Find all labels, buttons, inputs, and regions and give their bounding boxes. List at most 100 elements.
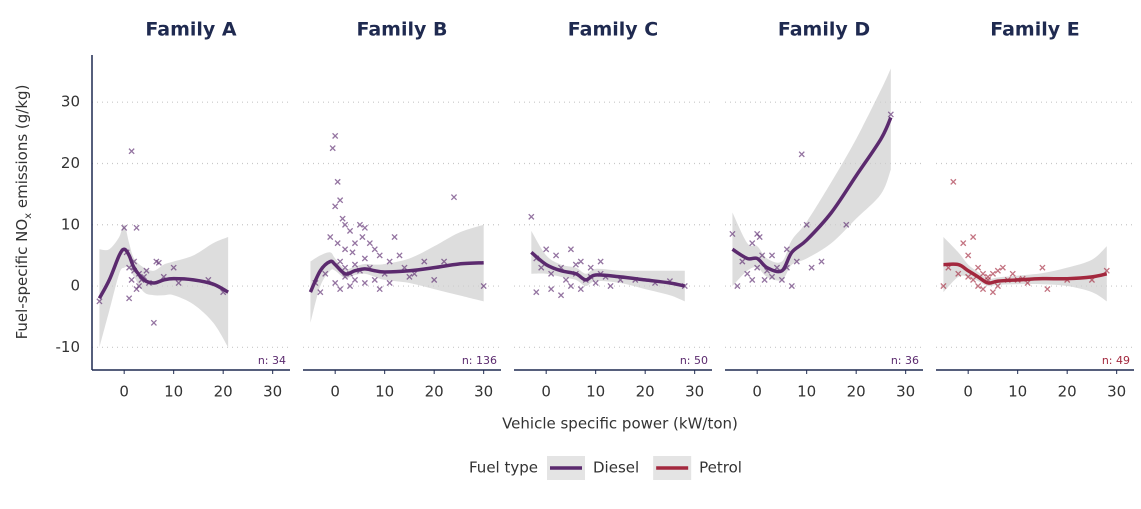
point [729, 230, 736, 238]
panel-title: Family B [357, 19, 448, 41]
point [553, 252, 560, 259]
point [999, 264, 1006, 271]
point [739, 258, 746, 265]
point [121, 224, 128, 231]
point [754, 264, 761, 271]
point [572, 261, 579, 268]
point [979, 270, 987, 277]
n-label: n: 36 [891, 354, 919, 367]
point [351, 261, 359, 268]
panel-title: Family C [568, 19, 658, 41]
point [749, 240, 756, 247]
point [376, 286, 383, 293]
x-axis-label: Vehicle specific power (kW/ton) [502, 415, 738, 433]
x-tick-label: 30 [474, 383, 493, 401]
point [337, 286, 344, 293]
x-tick-label: 0 [330, 383, 340, 401]
point [577, 286, 584, 293]
y-label-part: emissions (g/kg) [13, 85, 31, 213]
point [597, 258, 604, 265]
point [994, 267, 1001, 274]
point [989, 270, 996, 277]
panel-title: Family E [990, 19, 1080, 41]
smooth-line [97, 247, 229, 300]
confidence-band [943, 237, 1107, 302]
point [175, 279, 182, 287]
x-tick-label: 30 [1107, 383, 1126, 401]
x-tick-label: 0 [119, 383, 129, 401]
point [349, 249, 356, 256]
point [376, 252, 383, 259]
point [783, 246, 790, 253]
point [170, 264, 177, 271]
point [970, 276, 977, 283]
point [567, 282, 574, 290]
point [396, 252, 403, 259]
point [317, 289, 324, 296]
point [1009, 270, 1016, 277]
point [391, 233, 398, 241]
point [818, 258, 825, 265]
point [359, 233, 366, 241]
y-label-sub: x [23, 213, 34, 219]
point [143, 267, 150, 274]
point [798, 151, 805, 158]
point [342, 221, 349, 228]
point [406, 273, 413, 280]
point [793, 258, 800, 265]
point [133, 286, 140, 293]
n-label: n: 34 [258, 354, 286, 367]
x-tick-label: 20 [425, 383, 444, 401]
point [960, 240, 967, 247]
point [543, 246, 550, 253]
x-tick-label: 10 [586, 383, 605, 401]
point [965, 252, 972, 259]
confidence-band [531, 230, 685, 302]
point [421, 258, 428, 265]
point [128, 276, 135, 283]
point [346, 282, 354, 290]
y-tick-label: 0 [70, 277, 80, 295]
point [984, 273, 992, 280]
point [334, 178, 341, 185]
smooth-line [530, 250, 686, 288]
point [329, 145, 336, 152]
point [577, 258, 584, 265]
point [557, 292, 565, 299]
point [887, 111, 894, 118]
point [803, 221, 810, 228]
point [768, 252, 776, 259]
y-tick-label: 20 [61, 154, 80, 172]
point [371, 246, 378, 253]
confidence-band [732, 68, 891, 287]
point [843, 221, 850, 228]
point [327, 233, 334, 241]
point [548, 286, 555, 293]
point [1044, 286, 1051, 293]
point [332, 132, 339, 139]
x-tick-label: 0 [541, 383, 551, 401]
x-tick-label: 10 [375, 383, 394, 401]
point [955, 270, 962, 277]
y-tick-label: 10 [61, 215, 80, 233]
x-tick-label: 30 [263, 383, 282, 401]
smooth-line [308, 259, 484, 293]
x-tick-label: 10 [797, 383, 816, 401]
x-tick-label: 20 [1058, 383, 1077, 401]
point [562, 276, 570, 283]
point [366, 240, 373, 247]
point [778, 276, 785, 283]
point [989, 289, 996, 296]
point [1039, 264, 1046, 271]
point [133, 224, 140, 231]
x-tick-label: 20 [214, 383, 233, 401]
point [351, 276, 359, 283]
point [975, 282, 982, 290]
panel-title: Family D [778, 19, 870, 41]
point [126, 264, 133, 271]
x-tick-label: 0 [752, 383, 762, 401]
point [734, 282, 741, 290]
point [371, 276, 378, 283]
point [759, 252, 766, 259]
